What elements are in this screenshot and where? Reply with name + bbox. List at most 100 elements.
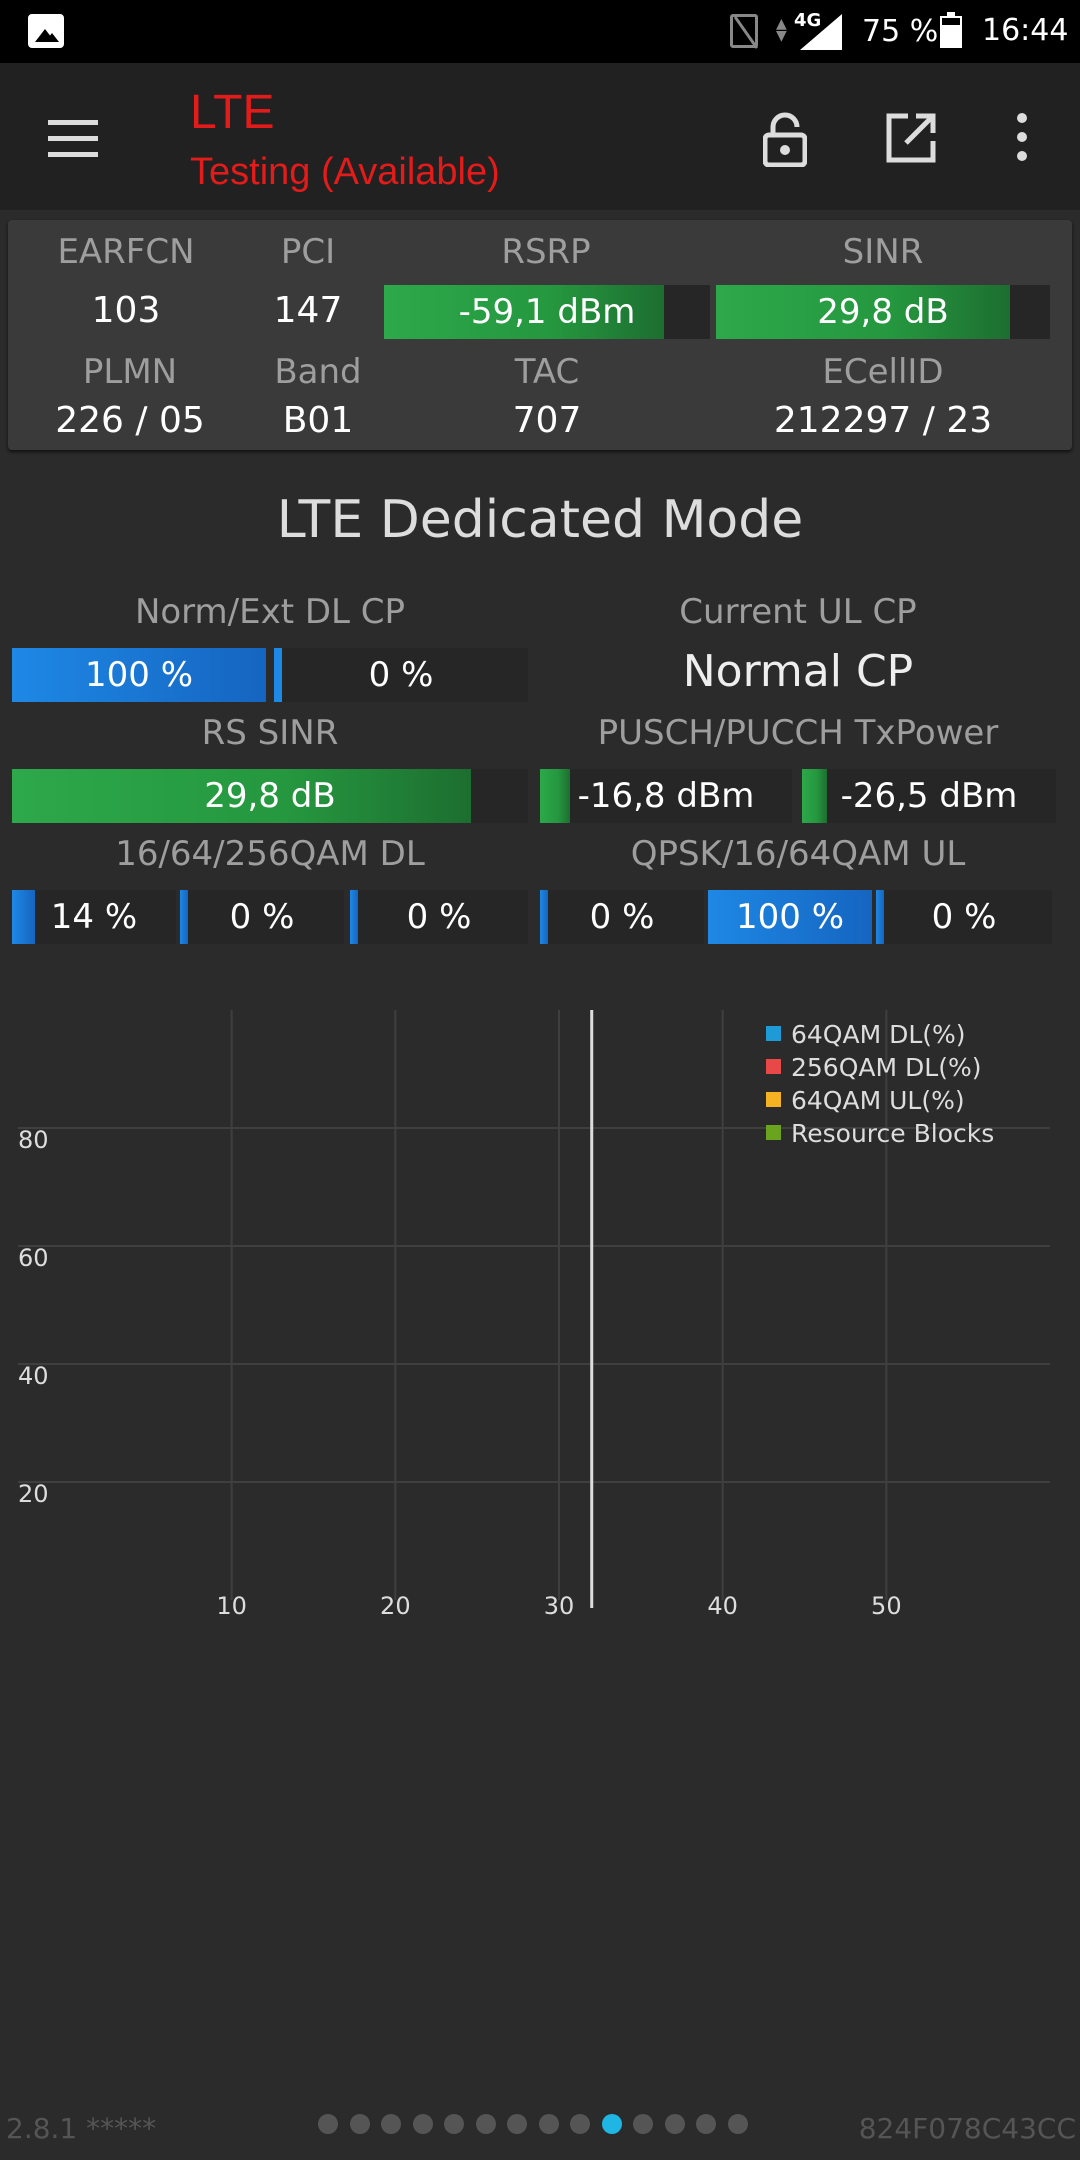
battery-percent: 75 % [862,14,939,49]
more-vert-icon[interactable] [1014,113,1030,163]
earfcn-value: 103 [91,290,161,331]
dl-cp-normal-value: 100 % [84,655,193,695]
dl-cp-extended-value: 0 % [368,655,434,695]
page-dot[interactable] [664,2114,685,2134]
x-tick-label: 30 [544,1592,575,1620]
pucch-tx-bar: -26,5 dBm [802,769,1056,823]
dl-cp-extended-fill [274,648,282,702]
pusch-tx-fill [540,769,571,823]
rs-sinr-label: RS SINR [201,713,339,753]
x-tick-label: 50 [871,1592,902,1620]
qam16-ul-bar: 100 % [708,890,872,944]
qam64-ul-value: 0 % [931,897,997,937]
summary-panel: EARFCN 103 PCI 147 RSRP -59,1 dBm SINR 2… [8,220,1072,450]
y-tick-label: 80 [18,1126,49,1154]
rsrp-bar: -59,1 dBm [384,285,710,339]
ul-cp-label: Current UL CP [679,592,917,632]
ecellid-label: ECellID [822,352,944,392]
qam64-ul-fill [876,890,884,944]
rsrp-value: -59,1 dBm [458,292,636,332]
ecellid-value: 212297 / 23 [773,400,993,441]
rs-sinr-fill [12,769,472,823]
pci-label: PCI [280,232,336,272]
data-arrows-icon: ▲ ▼ [776,16,787,44]
qam256-dl-value: 0 % [406,897,472,937]
no-sim-icon [730,14,758,48]
page-dot[interactable] [475,2114,496,2134]
band-label: Band [274,352,362,392]
rsrp-bar-fill [384,285,665,339]
qam-dl-label: 16/64/256QAM DL [115,834,425,874]
qam64-ul-bar: 0 % [876,890,1052,944]
qam16-ul-fill [708,890,872,944]
qpsk-ul-bar: 0 % [540,890,704,944]
page-dot[interactable] [412,2114,433,2134]
page-dot[interactable] [381,2114,401,2134]
pucch-tx-value: -26,5 dBm [840,776,1018,816]
page-dot[interactable] [318,2114,338,2134]
page-dot[interactable] [444,2114,464,2134]
page-indicator[interactable] [318,2114,759,2138]
pusch-tx-bar: -16,8 dBm [540,769,792,823]
qam64-dl-bar: 0 % [180,890,344,944]
earfcn-label: EARFCN [57,232,195,272]
sinr-label: SINR [842,232,924,272]
dl-cp-extended-bar: 0 % [274,648,528,702]
sinr-value: 29,8 dB [817,292,949,332]
legend-swatch [766,1026,781,1041]
ul-cp-value: Normal CP [682,646,914,697]
legend-item-64qam-ul: 64QAM UL(%) [766,1084,994,1117]
page-dot[interactable] [507,2114,527,2134]
legend-item-resource-blocks: Resource Blocks [766,1117,994,1150]
qam-chart[interactable]: 10 20 30 40 50 20 40 60 80 [0,1000,1080,1630]
page-dot[interactable] [696,2114,716,2134]
legend-swatch [766,1092,781,1107]
qpsk-ul-fill [540,890,548,944]
page-title: LTE [190,86,275,139]
page-dot[interactable] [601,2114,622,2134]
clock: 16:44 [982,13,1069,48]
open-external-icon[interactable] [884,111,938,165]
device-id: 824F078C43CC [858,2112,1076,2145]
photo-icon [28,14,64,48]
plmn-value: 226 / 05 [55,400,205,441]
qam64-dl-value: 0 % [229,897,295,937]
qpsk-ul-value: 0 % [589,897,655,937]
pucch-tx-fill [802,769,828,823]
lock-icon[interactable] [763,111,807,167]
x-tick-label: 20 [380,1592,411,1620]
menu-icon[interactable] [48,120,98,157]
page-dot[interactable] [727,2114,748,2134]
page-dot[interactable] [538,2114,559,2134]
sinr-bar-fill [716,285,1010,339]
y-tick-label: 60 [18,1244,49,1272]
pci-value: 147 [273,290,343,331]
dl-cp-label: Norm/Ext DL CP [134,592,406,632]
rs-sinr-bar: 29,8 dB [12,769,528,823]
tac-label: TAC [514,352,580,392]
page-dot[interactable] [349,2114,370,2134]
legend-swatch [766,1125,781,1140]
tx-power-label: PUSCH/PUCCH TxPower [597,713,999,753]
battery-icon [940,12,962,48]
network-type: 4G [794,10,822,31]
sinr-bar: 29,8 dB [716,285,1050,339]
section-title: LTE Dedicated Mode [276,490,804,550]
band-value: B01 [282,400,354,441]
status-bar: ▲ ▼ 4G 75 % 16:44 [0,0,1080,63]
page-dot[interactable] [633,2114,653,2134]
rsrp-label: RSRP [501,232,591,272]
qam-ul-label: QPSK/16/64QAM UL [630,834,966,874]
qam64-dl-fill [180,890,188,944]
legend-swatch [766,1059,781,1074]
legend-item-64qam-dl: 64QAM DL(%) [766,1018,994,1051]
qam256-dl-bar: 0 % [350,890,528,944]
page-dot[interactable] [570,2114,590,2134]
y-tick-label: 20 [18,1480,49,1508]
plmn-label: PLMN [82,352,178,392]
qam16-dl-fill [12,890,35,944]
qam16-ul-value: 100 % [735,897,844,937]
x-tick-label: 40 [707,1592,738,1620]
page-subtitle: Testing (Available) [190,151,500,193]
app-version: 2.8.1 ***** [6,2112,157,2145]
